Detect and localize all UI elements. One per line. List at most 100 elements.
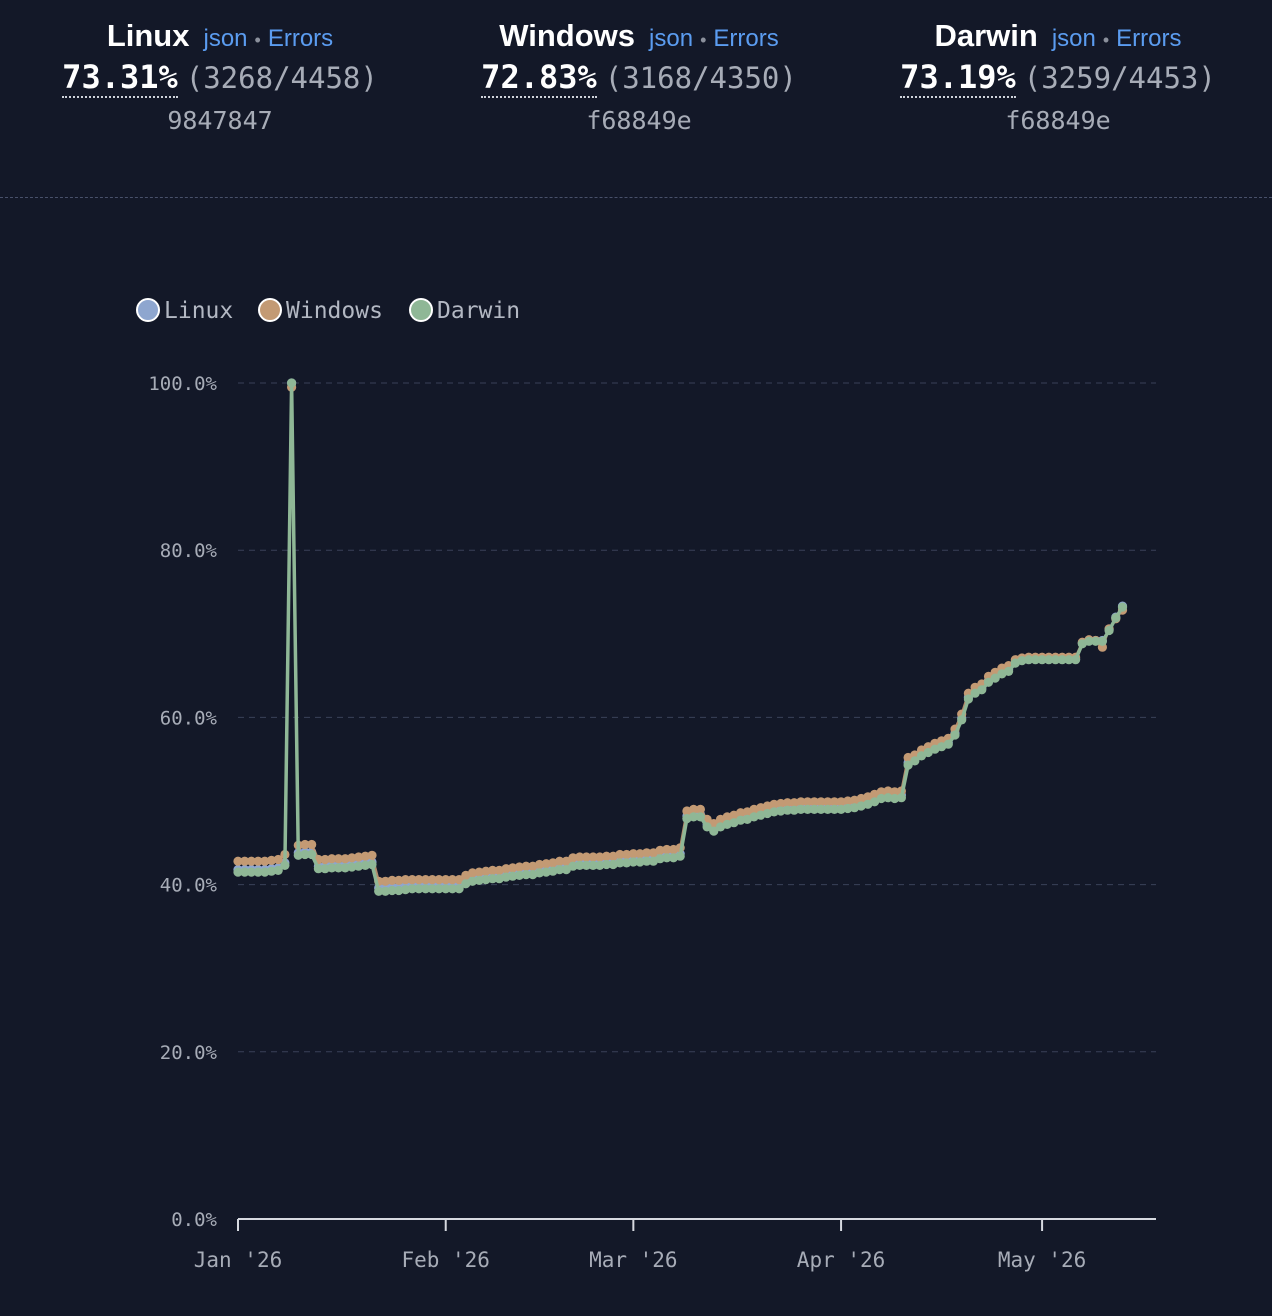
data-point-darwin [407, 884, 417, 894]
data-point-darwin [534, 868, 545, 878]
errors-link[interactable]: Errors [713, 25, 779, 52]
data-point-darwin [662, 853, 672, 863]
data-point-windows [454, 875, 464, 885]
x-tick-label: Mar '26 [589, 1248, 678, 1272]
data-point-darwin [581, 860, 592, 871]
json-link[interactable]: json [203, 25, 248, 52]
series-line-linux [238, 381, 1124, 890]
legend-item-linux[interactable]: Linux [136, 298, 233, 324]
data-point-darwin [233, 867, 243, 877]
pass-percent[interactable]: 72.83% [481, 58, 597, 98]
data-point-darwin [555, 865, 565, 875]
data-point-darwin [374, 886, 384, 896]
data-point-windows [266, 855, 277, 866]
data-point-darwin [360, 860, 370, 871]
legend-item-windows[interactable]: Windows [258, 298, 383, 324]
data-point-windows [481, 866, 491, 876]
data-point-darwin [488, 874, 498, 884]
section-divider [0, 197, 1272, 198]
data-point-darwin [421, 884, 431, 894]
legend-swatch [409, 298, 433, 322]
commit-hash: f68849e [1005, 106, 1111, 135]
data-point-darwin [521, 870, 531, 880]
data-point-windows [876, 787, 886, 797]
data-point-darwin [1024, 655, 1034, 665]
platform-header: Windows json • Errors [429, 18, 849, 54]
data-point-windows [273, 854, 283, 865]
series-line-darwin [238, 381, 1124, 894]
data-point-windows [581, 852, 592, 862]
data-point-darwin [501, 872, 511, 882]
errors-link[interactable]: Errors [1116, 25, 1182, 52]
data-point-darwin [823, 804, 833, 815]
pass-rate-chart: Linux Windows Darwin 0.0% 20.0% 40.0% 60.0% 80.… [136, 298, 1156, 1272]
link-separator: • [1102, 30, 1110, 50]
data-point-darwin [588, 860, 598, 871]
data-point-darwin [380, 886, 390, 896]
data-point-darwin [963, 694, 974, 704]
data-point-darwin [354, 861, 364, 871]
y-tick-label: 60.0% [160, 707, 218, 729]
data-point-windows [307, 839, 317, 850]
data-point-windows [414, 875, 424, 885]
data-point-windows [736, 808, 746, 818]
data-point-windows [689, 804, 699, 815]
data-point-darwin [957, 715, 967, 725]
data-point-darwin [1017, 656, 1027, 666]
json-link[interactable]: json [1051, 25, 1096, 52]
legend-label: Windows [286, 298, 383, 324]
data-point-darwin [1004, 666, 1014, 676]
data-point-windows [588, 852, 598, 862]
legend-swatch [258, 298, 282, 322]
data-point-windows [769, 799, 779, 809]
data-point-windows [441, 875, 451, 885]
data-point-darwin [655, 854, 665, 864]
data-point-windows [655, 845, 665, 855]
link-separator: • [700, 30, 707, 50]
data-point-windows [836, 797, 846, 807]
data-point-windows [246, 856, 256, 866]
link-separator: • [254, 30, 261, 50]
data-point-darwin [816, 804, 826, 815]
data-point-darwin [809, 804, 819, 815]
data-point-windows [883, 786, 893, 796]
data-point-windows [253, 856, 263, 866]
data-point-windows [400, 875, 411, 885]
data-point-darwin [601, 859, 612, 870]
y-tick-label: 40.0% [160, 875, 218, 897]
data-point-darwin [1097, 636, 1107, 646]
summary-header: Linux json • Errors 73.31% (3268/4458) 98478… [0, 0, 1272, 198]
pass-fraction: (3168/4350) [604, 61, 797, 95]
data-point-windows [347, 853, 357, 863]
series-points-darwin [233, 378, 1128, 896]
data-point-windows [695, 804, 706, 815]
data-point-darwin [622, 858, 632, 868]
legend-item-darwin[interactable]: Darwin [409, 298, 520, 324]
data-point-darwin [1117, 602, 1128, 612]
data-point-darwin [709, 826, 719, 836]
data-point-darwin [595, 860, 605, 871]
json-link[interactable]: json [649, 25, 694, 52]
data-point-windows [320, 854, 330, 865]
pass-percent[interactable]: 73.31% [62, 58, 178, 98]
data-point-darwin [990, 673, 1000, 683]
data-point-darwin [983, 677, 994, 687]
data-point-windows [360, 851, 370, 861]
errors-link[interactable]: Errors [267, 25, 334, 52]
data-point-windows [394, 875, 404, 886]
data-point-darwin [1091, 636, 1101, 646]
platform-summary-windows: Windows json • Errors 72.83% (3168/4350) f68… [429, 18, 849, 135]
platform-name: Linux [106, 18, 190, 53]
data-point-darwin [1084, 636, 1094, 646]
pass-percent[interactable]: 73.19% [900, 58, 1016, 98]
data-point-darwin [796, 804, 806, 815]
data-point-darwin [702, 822, 712, 832]
data-point-darwin [541, 867, 551, 877]
data-point-windows [387, 875, 397, 886]
data-point-windows [534, 859, 545, 870]
data-point-windows [803, 797, 813, 807]
data-point-darwin [628, 857, 638, 867]
data-point-windows [776, 798, 786, 809]
data-point-darwin [434, 884, 444, 894]
data-point-windows [434, 875, 444, 885]
